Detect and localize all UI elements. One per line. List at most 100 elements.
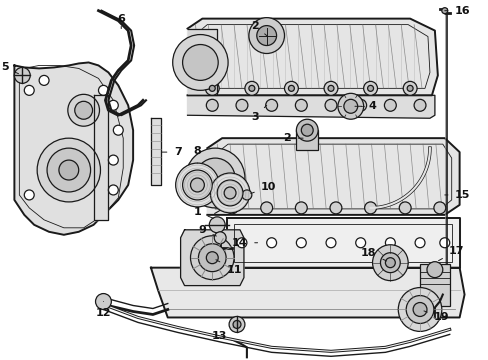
Circle shape — [295, 99, 306, 111]
Circle shape — [296, 238, 305, 248]
Polygon shape — [187, 28, 217, 95]
Circle shape — [343, 99, 357, 113]
Circle shape — [256, 26, 276, 45]
Polygon shape — [151, 118, 161, 185]
Circle shape — [224, 187, 236, 199]
Text: 16: 16 — [444, 6, 469, 15]
Circle shape — [108, 185, 118, 195]
Circle shape — [433, 202, 445, 214]
Circle shape — [288, 85, 294, 91]
Circle shape — [206, 252, 218, 264]
Circle shape — [237, 238, 246, 248]
Circle shape — [301, 124, 312, 136]
Polygon shape — [187, 95, 434, 118]
Circle shape — [412, 302, 426, 316]
Text: 9: 9 — [198, 225, 216, 236]
Circle shape — [441, 8, 447, 14]
Polygon shape — [93, 95, 108, 220]
Circle shape — [385, 258, 394, 268]
Text: 11: 11 — [216, 260, 241, 275]
Circle shape — [228, 316, 244, 332]
Circle shape — [209, 217, 224, 233]
Circle shape — [113, 125, 123, 135]
Circle shape — [198, 244, 225, 272]
Bar — [296, 130, 318, 150]
Circle shape — [248, 18, 284, 54]
Circle shape — [403, 81, 416, 95]
Circle shape — [367, 85, 373, 91]
Bar — [419, 264, 449, 306]
Text: 13: 13 — [211, 327, 233, 341]
Circle shape — [354, 99, 366, 111]
Circle shape — [175, 163, 219, 207]
Circle shape — [385, 238, 394, 248]
Circle shape — [214, 232, 225, 244]
Text: 8: 8 — [193, 146, 201, 163]
Circle shape — [195, 158, 235, 198]
Text: 3: 3 — [250, 105, 266, 122]
Circle shape — [108, 100, 118, 110]
Circle shape — [295, 202, 306, 214]
Circle shape — [37, 138, 100, 202]
Circle shape — [75, 101, 92, 119]
Text: 18: 18 — [360, 248, 386, 261]
Circle shape — [380, 253, 400, 273]
Circle shape — [217, 180, 243, 206]
Circle shape — [324, 81, 337, 95]
Circle shape — [108, 155, 118, 165]
Circle shape — [24, 190, 34, 200]
Circle shape — [337, 93, 363, 119]
Polygon shape — [207, 138, 459, 215]
Text: 2: 2 — [250, 21, 266, 36]
Circle shape — [244, 81, 258, 95]
Circle shape — [182, 45, 218, 80]
Circle shape — [325, 99, 336, 111]
Text: 4: 4 — [354, 101, 376, 111]
Circle shape — [265, 99, 277, 111]
Circle shape — [364, 202, 376, 214]
Text: 19: 19 — [423, 311, 448, 323]
Circle shape — [413, 99, 425, 111]
Circle shape — [248, 85, 254, 91]
Bar — [234, 224, 451, 262]
Circle shape — [372, 245, 407, 280]
Circle shape — [325, 238, 335, 248]
Circle shape — [284, 81, 298, 95]
Circle shape — [355, 238, 365, 248]
Circle shape — [47, 148, 90, 192]
Circle shape — [182, 170, 212, 200]
Circle shape — [24, 85, 34, 95]
Circle shape — [233, 320, 241, 328]
Circle shape — [190, 178, 204, 192]
Circle shape — [327, 85, 333, 91]
Polygon shape — [187, 19, 437, 95]
Circle shape — [59, 160, 79, 180]
Polygon shape — [14, 62, 133, 235]
Circle shape — [98, 85, 108, 95]
Circle shape — [172, 35, 227, 90]
Circle shape — [95, 293, 111, 310]
Circle shape — [363, 81, 377, 95]
Circle shape — [426, 262, 442, 278]
Text: 17: 17 — [438, 246, 464, 261]
Text: 14: 14 — [232, 238, 257, 248]
Circle shape — [39, 75, 49, 85]
Circle shape — [190, 236, 234, 280]
Circle shape — [206, 99, 218, 111]
Circle shape — [329, 202, 341, 214]
Text: 10: 10 — [250, 182, 276, 194]
Circle shape — [185, 148, 244, 208]
Circle shape — [384, 99, 395, 111]
Text: 12: 12 — [96, 302, 111, 319]
Circle shape — [397, 288, 441, 332]
Circle shape — [406, 296, 433, 323]
Circle shape — [266, 238, 276, 248]
Circle shape — [14, 67, 30, 84]
Circle shape — [414, 238, 424, 248]
Polygon shape — [226, 218, 459, 268]
Circle shape — [260, 202, 272, 214]
Circle shape — [242, 190, 251, 200]
Circle shape — [225, 202, 238, 214]
Circle shape — [439, 238, 449, 248]
Text: 6: 6 — [117, 14, 125, 28]
